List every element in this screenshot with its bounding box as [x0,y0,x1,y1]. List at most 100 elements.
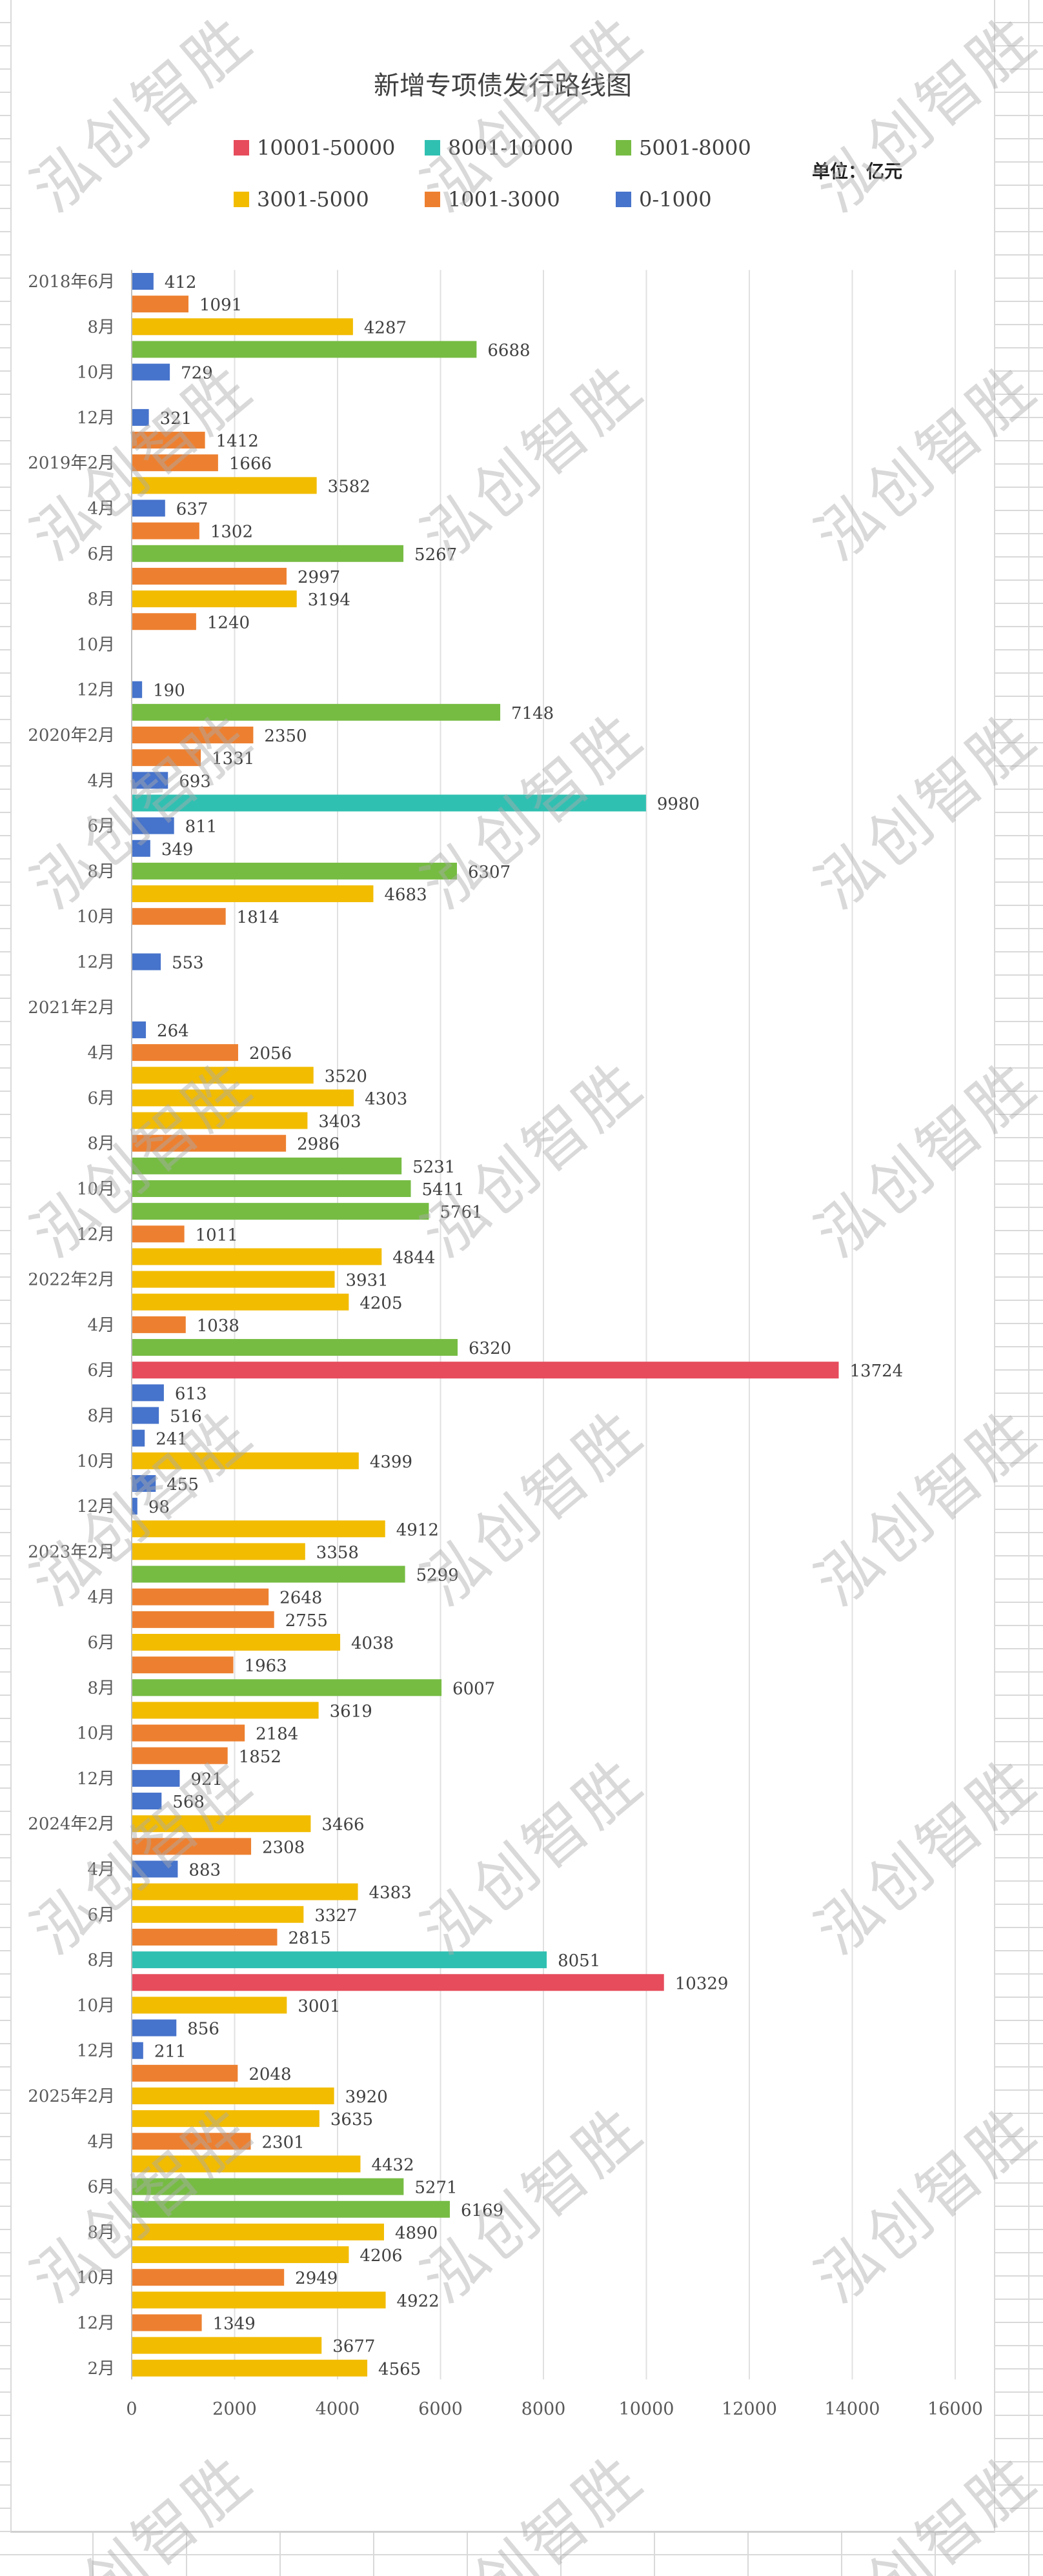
data-label: 729 [181,364,213,383]
legend-swatch [616,192,631,207]
data-label: 4565 [378,2360,421,2379]
bar [132,432,205,449]
bar [132,2246,349,2264]
data-label: 4205 [359,1294,402,1313]
data-label: 349 [161,840,194,860]
data-label: 3931 [345,1271,388,1291]
category-label: 10月 [77,1724,115,1744]
bar [132,2200,450,2218]
data-label: 856 [187,2020,219,2039]
bar [132,2042,143,2059]
category-label: 6月 [87,1906,115,1925]
bar [132,1974,664,1991]
data-label: 1963 [245,1656,287,1676]
bar [132,2223,384,2240]
bar [132,1293,349,1311]
bar [132,1044,238,1062]
data-label: 3001 [298,1997,340,2016]
bar [132,477,317,494]
data-label: 321 [160,409,192,428]
data-label: 412 [165,273,197,292]
legend-item-5001-8000: 5001-8000 [616,136,751,160]
category-label: 10月 [77,1180,115,1199]
data-label: 1240 [207,613,250,632]
bar [132,1611,274,1628]
data-label: 3582 [328,477,370,496]
bar [132,2155,361,2173]
category-label: 8月 [87,1678,115,1698]
bar [132,1134,287,1152]
category-label: 6月 [87,545,115,564]
bar [132,2133,251,2150]
data-label: 4383 [369,1884,412,1903]
data-label: 4038 [351,1634,394,1653]
bar [132,2178,404,2195]
data-label: 3466 [321,1815,364,1835]
bar [132,862,457,880]
bar [132,1248,382,1265]
data-label: 1331 [212,749,254,769]
data-label: 568 [172,1793,205,1812]
category-label: 12月 [77,1497,115,1516]
category-label: 4月 [87,771,115,790]
category-label: 12月 [77,1769,115,1789]
bar [132,1815,311,1833]
category-label: 2021年2月 [28,998,115,1018]
data-label: 613 [175,1384,207,1404]
data-label: 883 [188,1861,221,1880]
bar [132,499,165,517]
data-label: 3194 [308,590,350,610]
category-label: 6月 [87,1361,115,1380]
category-label: 4月 [87,1860,115,1880]
category-label: 4月 [87,1588,115,1607]
data-label: 4922 [397,2291,440,2311]
bar [132,1180,411,1197]
bar [132,1271,335,1288]
data-label: 98 [148,1498,170,1517]
bar [132,1112,308,1129]
data-label: 3358 [316,1543,359,1562]
bar [132,273,154,290]
data-label: 4399 [370,1453,412,1472]
category-label: 4月 [87,1043,115,1063]
bar [132,1838,252,1855]
bar [132,1634,341,1651]
bar [132,1543,305,1560]
category-label: 8月 [87,1134,115,1154]
data-label: 4303 [365,1089,407,1109]
bar [132,1883,358,1900]
bar [132,2019,177,2037]
data-label: 693 [179,772,211,791]
category-label: 12月 [77,681,115,700]
data-label: 3403 [318,1112,361,1132]
data-label: 2815 [288,1929,330,1948]
data-label: 2308 [262,1838,305,1857]
data-label: 5299 [416,1566,459,1585]
category-label: 10月 [77,363,115,383]
data-label: 1302 [210,523,253,542]
bar [132,408,149,426]
data-label: 3920 [345,2088,388,2107]
bar [132,2064,238,2082]
data-label: 2301 [262,2133,305,2152]
data-label: 5761 [440,1203,482,1222]
data-label: 8051 [558,1951,600,1971]
chart-title: 新增专项债发行路线图 [374,71,632,101]
category-label: 8月 [87,590,115,609]
category-label: 12月 [77,2042,115,2061]
bar [132,1407,159,1424]
bar [132,794,646,812]
data-label: 6007 [452,1679,495,1698]
category-label: 10月 [77,1452,115,1471]
bar [132,953,161,971]
bar [132,1951,547,1969]
legend-swatch [616,140,631,156]
bar [132,703,501,721]
data-label: 264 [157,1021,189,1041]
bar [132,772,168,789]
category-label: 4月 [87,499,115,519]
legend-item-3001-5000: 3001-5000 [234,187,369,212]
data-label: 190 [153,681,185,701]
bar [132,341,477,358]
